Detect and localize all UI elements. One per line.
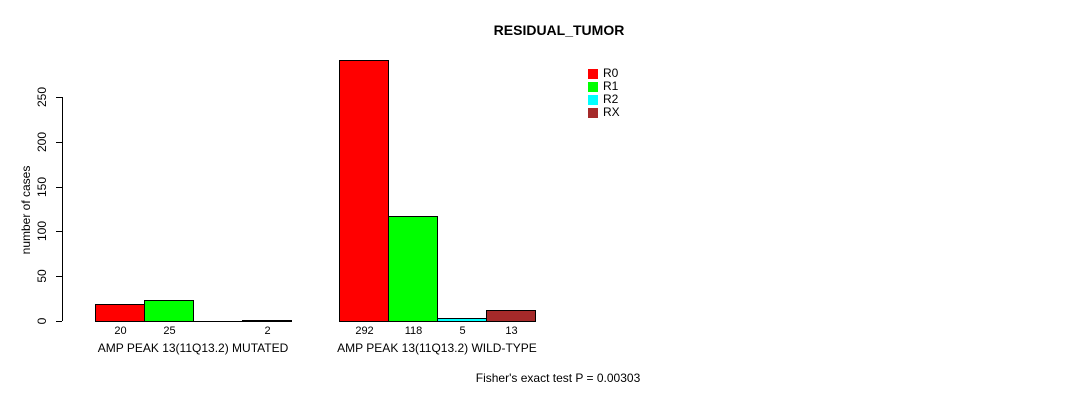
- y-axis-tick-label: 100: [35, 220, 49, 242]
- bar-count-label: 25: [163, 325, 176, 337]
- y-axis-tick: [56, 187, 62, 188]
- bar-r0-wild-type: [339, 60, 389, 322]
- legend-swatch-r2: [588, 94, 598, 105]
- legend-label: RX: [603, 105, 620, 119]
- y-axis-tick: [56, 142, 62, 143]
- legend-swatch-r1: [588, 81, 598, 92]
- bar-count-label: 5: [459, 325, 466, 337]
- bar-count-label: 2: [264, 325, 271, 337]
- y-axis-tick-label: 250: [35, 86, 49, 108]
- y-axis-tick: [56, 276, 62, 277]
- legend-swatch-r0: [588, 68, 598, 79]
- legend-item-r2: R2: [588, 93, 620, 106]
- bar-r2-wild-type: [437, 318, 487, 322]
- y-axis-tick: [56, 231, 62, 232]
- legend-label: R2: [603, 92, 619, 106]
- y-axis-tick-label: 200: [35, 131, 49, 153]
- legend-swatch-rx: [588, 107, 598, 118]
- legend-label: R0: [603, 66, 619, 80]
- y-axis-tick-label: 50: [35, 269, 49, 283]
- y-axis-tick-label: 150: [35, 176, 49, 198]
- y-axis-tick-label: 0: [35, 317, 49, 325]
- bar-r1-wild-type: [388, 216, 438, 322]
- legend-item-r0: R0: [588, 67, 620, 80]
- legend-item-r1: R1: [588, 80, 620, 93]
- bar-count-label: 20: [114, 325, 127, 337]
- bar-count-label: 118: [404, 325, 423, 337]
- bar-r0-mutated: [95, 304, 145, 322]
- bar-r2-mutated-zero: [193, 321, 243, 322]
- bar-count-label: 292: [355, 325, 374, 337]
- chart-title: RESIDUAL_TUMOR: [493, 22, 625, 38]
- legend-item-rx: RX: [588, 106, 620, 119]
- legend: R0 R1 R2 RX: [588, 67, 620, 119]
- group-label: AMP PEAK 13(11Q13.2) MUTATED: [97, 341, 289, 355]
- group-label: AMP PEAK 13(11Q13.2) WILD-TYPE: [337, 341, 537, 355]
- y-axis-line: [62, 97, 63, 321]
- fisher-test-annotation: Fisher's exact test P = 0.00303: [475, 371, 641, 385]
- y-axis-tick: [56, 321, 62, 322]
- legend-label: R1: [603, 79, 619, 93]
- bar-rx-mutated: [242, 320, 292, 322]
- bar-rx-wild-type: [486, 310, 536, 322]
- bar-count-label: 13: [505, 325, 518, 337]
- bar-r1-mutated: [144, 300, 194, 322]
- y-axis-tick: [56, 97, 62, 98]
